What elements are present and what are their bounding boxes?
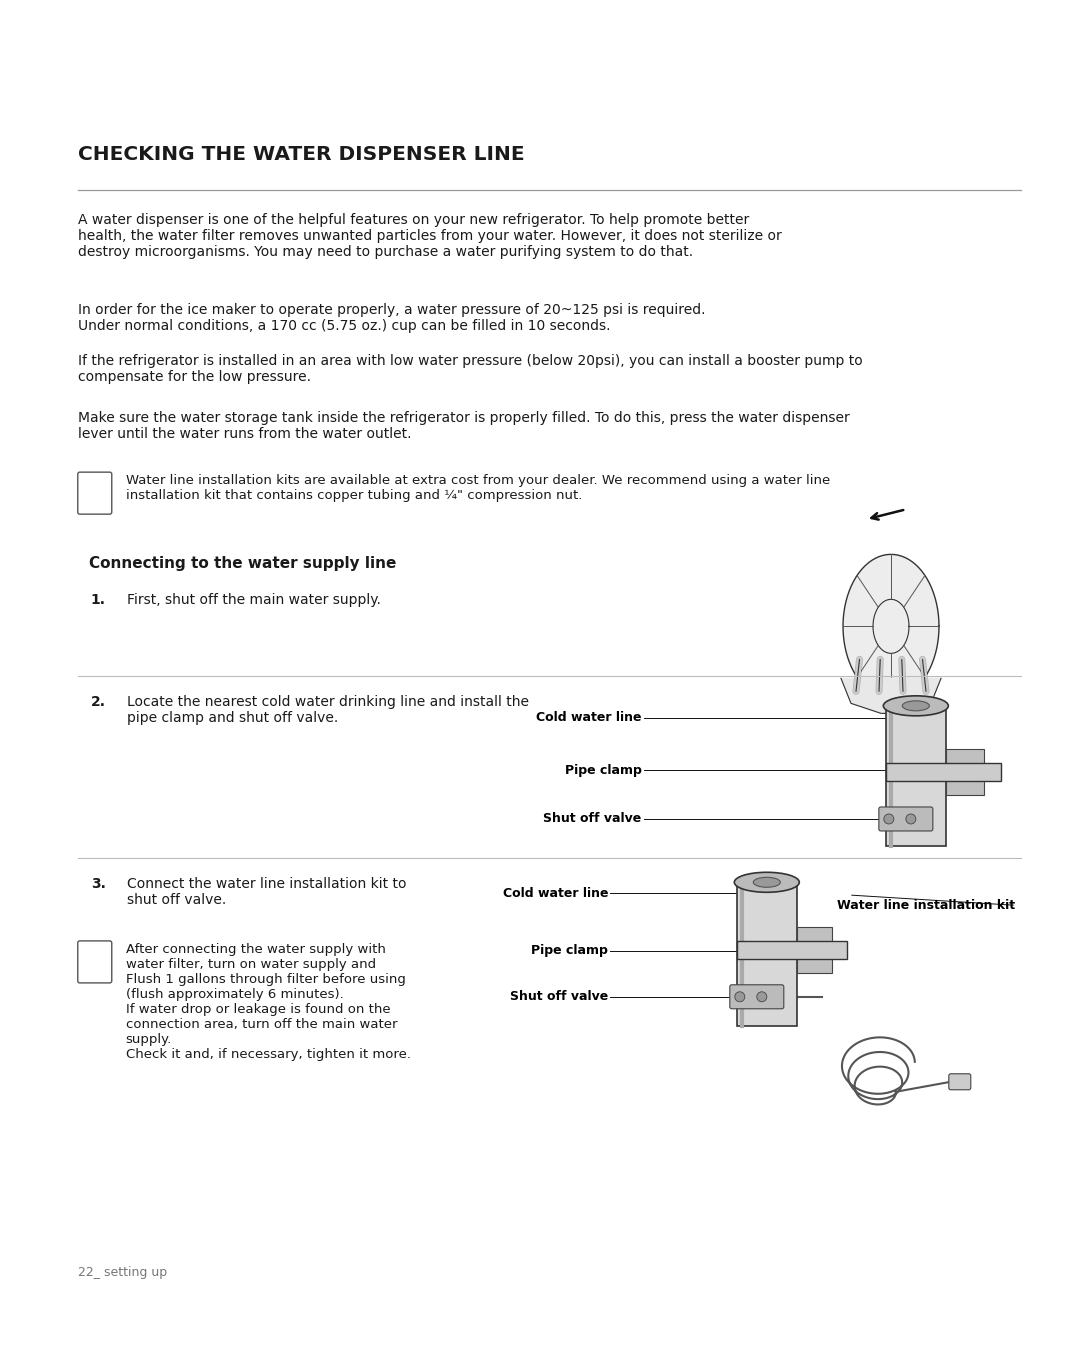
Text: CHECKING THE WATER DISPENSER LINE: CHECKING THE WATER DISPENSER LINE <box>78 145 525 164</box>
Circle shape <box>757 991 767 1002</box>
Text: Cold water line: Cold water line <box>502 886 608 900</box>
Bar <box>946 749 984 795</box>
Circle shape <box>734 991 745 1002</box>
Text: Cold water line: Cold water line <box>536 711 642 725</box>
Text: 22_ setting up: 22_ setting up <box>78 1266 167 1280</box>
Circle shape <box>883 814 894 824</box>
Ellipse shape <box>754 877 781 888</box>
Text: In order for the ice maker to operate properly, a water pressure of 20~125 psi i: In order for the ice maker to operate pr… <box>78 303 705 333</box>
Text: After connecting the water supply with
water filter, turn on water supply and
Fl: After connecting the water supply with w… <box>125 943 410 1061</box>
FancyBboxPatch shape <box>730 985 784 1009</box>
Text: 2.: 2. <box>91 695 106 709</box>
Ellipse shape <box>843 555 939 698</box>
Bar <box>886 706 946 846</box>
Text: If the refrigerator is installed in an area with low water pressure (below 20psi: If the refrigerator is installed in an a… <box>78 354 863 384</box>
FancyBboxPatch shape <box>949 1074 971 1090</box>
Text: 1.: 1. <box>91 593 106 606</box>
Bar <box>886 762 1001 781</box>
Ellipse shape <box>883 696 948 715</box>
Ellipse shape <box>903 700 929 711</box>
Text: Water line installation kits are available at extra cost from your dealer. We re: Water line installation kits are availab… <box>125 474 831 502</box>
Ellipse shape <box>734 873 799 892</box>
Text: ✎: ✎ <box>90 955 100 968</box>
FancyBboxPatch shape <box>78 942 111 983</box>
FancyBboxPatch shape <box>879 807 933 831</box>
Text: Connecting to the water supply line: Connecting to the water supply line <box>89 556 396 571</box>
Circle shape <box>906 814 916 824</box>
Text: Make sure the water storage tank inside the refrigerator is properly filled. To : Make sure the water storage tank inside … <box>78 411 850 440</box>
Bar <box>737 940 847 959</box>
Text: Shut off valve: Shut off valve <box>510 990 608 1004</box>
Text: Locate the nearest cold water drinking line and install the
pipe clamp and shut : Locate the nearest cold water drinking l… <box>127 695 529 725</box>
Text: Connect the water line installation kit to
shut off valve.: Connect the water line installation kit … <box>127 877 407 907</box>
Bar <box>737 882 797 1026</box>
Text: Pipe clamp: Pipe clamp <box>565 764 642 777</box>
Text: Pipe clamp: Pipe clamp <box>531 944 608 958</box>
Text: Water line installation kit: Water line installation kit <box>837 898 1015 912</box>
FancyBboxPatch shape <box>78 473 111 515</box>
Text: Shut off valve: Shut off valve <box>543 812 642 826</box>
Bar <box>797 927 832 973</box>
Text: First, shut off the main water supply.: First, shut off the main water supply. <box>127 593 381 606</box>
Text: 3.: 3. <box>91 877 106 890</box>
Text: ✎: ✎ <box>90 486 100 500</box>
Text: A water dispenser is one of the helpful features on your new refrigerator. To he: A water dispenser is one of the helpful … <box>78 213 782 259</box>
Polygon shape <box>841 679 941 714</box>
